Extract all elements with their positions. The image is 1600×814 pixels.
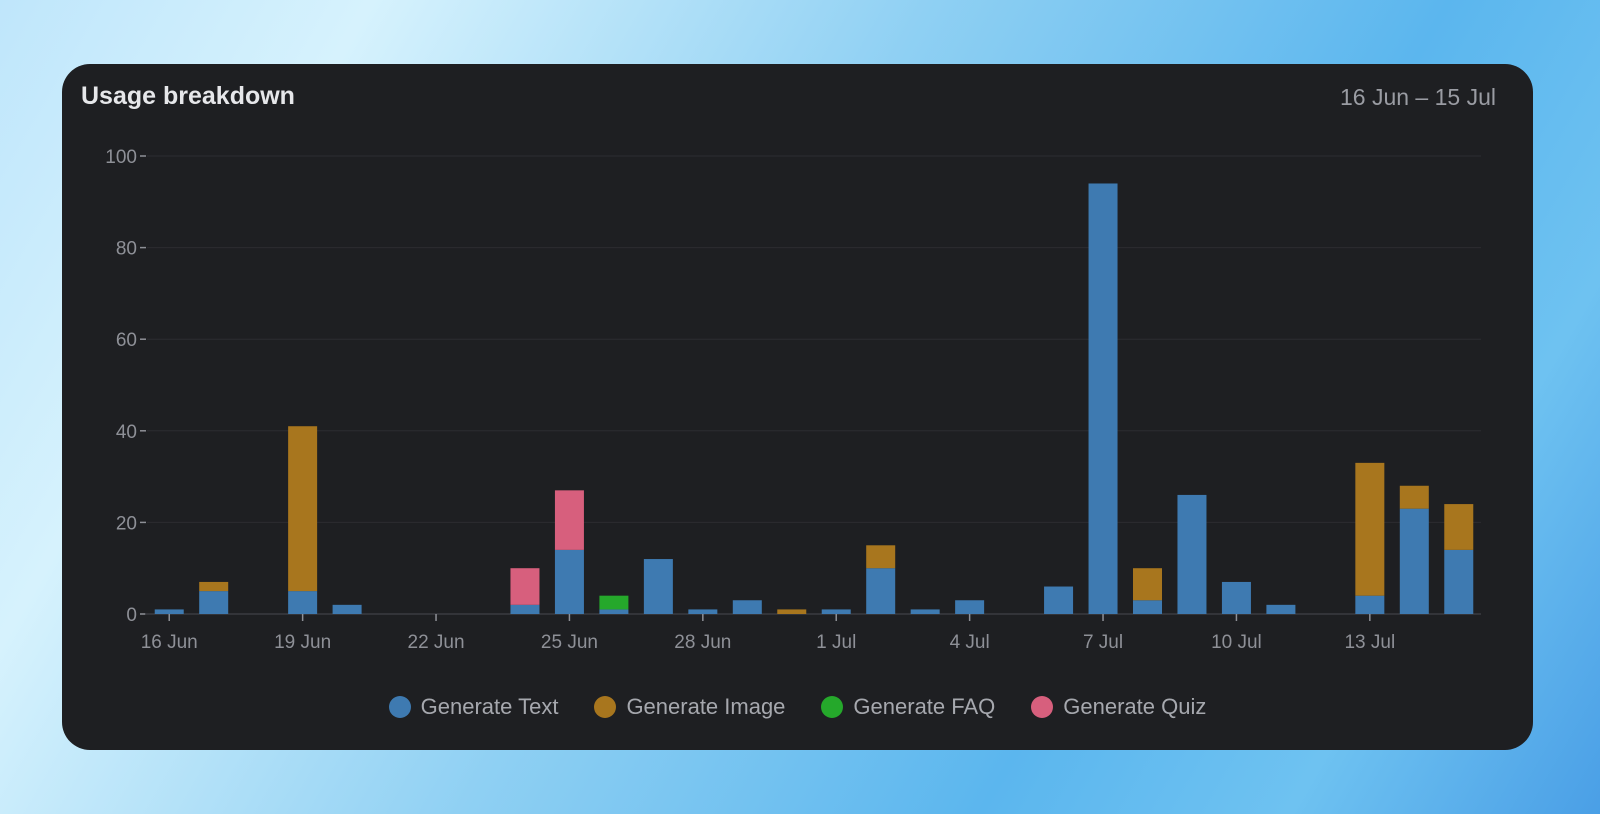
bar-image-22 bbox=[1133, 568, 1162, 601]
x-tick-label: 1 Jul bbox=[816, 632, 856, 653]
legend-label-quiz: Generate Quiz bbox=[1063, 694, 1207, 719]
legend-item-faq[interactable]: Generate FAQ bbox=[821, 694, 995, 720]
bar-text-23 bbox=[1177, 494, 1207, 614]
legend-label-image: Generate Image bbox=[626, 694, 786, 719]
bar-quiz-9 bbox=[554, 490, 584, 550]
bar-text-9 bbox=[554, 549, 584, 614]
legend-swatch-quiz bbox=[1031, 696, 1054, 718]
bar-image-29 bbox=[1444, 504, 1474, 550]
bar-text-24 bbox=[1221, 581, 1251, 614]
bar-text-21 bbox=[1088, 183, 1118, 614]
bar-image-28 bbox=[1399, 485, 1429, 509]
x-tick-label: 7 Jul bbox=[1083, 632, 1123, 653]
legend-item-quiz[interactable]: Generate Quiz bbox=[1031, 694, 1206, 720]
bar-text-27 bbox=[1355, 595, 1385, 614]
x-tick-label: 16 Jun bbox=[141, 632, 198, 653]
bar-text-3 bbox=[288, 591, 318, 614]
bar-text-17 bbox=[910, 609, 940, 614]
bar-text-0 bbox=[154, 609, 184, 614]
x-tick-label: 22 Jun bbox=[408, 632, 465, 653]
legend-swatch-text bbox=[388, 696, 411, 718]
usage-bar-chart: 0 20 40 60 80 100 16 Jun 19 Jun 22 Jun 25 Jun 28 J… bbox=[105, 147, 1481, 653]
bar-text-16 bbox=[866, 568, 896, 614]
bar-text-28 bbox=[1399, 508, 1429, 614]
x-tick-label: 28 Jun bbox=[674, 632, 731, 653]
legend-item-image[interactable]: Generate Image bbox=[594, 694, 785, 720]
date-range[interactable]: 16 Jun – 15 Jul bbox=[1339, 84, 1496, 110]
bar-text-1 bbox=[199, 591, 229, 614]
x-tick-label: 19 Jun bbox=[274, 632, 331, 653]
card-title: Usage breakdown bbox=[81, 82, 295, 110]
y-tick-label-0: 0 bbox=[126, 605, 137, 626]
bar-image-3 bbox=[288, 426, 318, 592]
chart-legend: Generate Text Generate Image Generate FAQ G… bbox=[62, 694, 1533, 720]
bar-text-18 bbox=[955, 600, 985, 614]
usage-card: Usage breakdown 16 Jun – 15 Jul 0 20 40 60 8… bbox=[62, 64, 1533, 750]
legend-swatch-faq bbox=[821, 696, 844, 718]
bar-image-14 bbox=[777, 609, 807, 614]
x-tick-label: 10 Jul bbox=[1211, 632, 1262, 653]
bar-text-13 bbox=[732, 600, 762, 614]
bar-text-4 bbox=[332, 604, 362, 614]
bar-image-1 bbox=[199, 581, 229, 592]
legend-item-text[interactable]: Generate Text bbox=[388, 694, 559, 720]
y-tick-label-20: 20 bbox=[116, 513, 137, 534]
bar-text-29 bbox=[1444, 549, 1474, 614]
bar-text-10 bbox=[599, 609, 629, 614]
x-tick-label: 25 Jun bbox=[541, 632, 598, 653]
bar-text-25 bbox=[1266, 604, 1296, 614]
y-tick-label-80: 80 bbox=[116, 239, 137, 260]
bar-quiz-8 bbox=[510, 568, 540, 605]
y-tick-label-100: 100 bbox=[105, 147, 137, 168]
y-tick-label-60: 60 bbox=[116, 330, 137, 351]
x-tick-label: 4 Jul bbox=[950, 632, 990, 653]
bar-text-11 bbox=[643, 559, 673, 614]
bar-image-27 bbox=[1355, 462, 1385, 596]
bar-image-16 bbox=[866, 545, 896, 569]
bar-text-12 bbox=[688, 609, 718, 614]
bar-text-22 bbox=[1133, 600, 1162, 614]
bar-text-20 bbox=[1044, 586, 1074, 614]
legend-label-faq: Generate FAQ bbox=[853, 694, 996, 719]
legend-swatch-image bbox=[594, 696, 617, 718]
bar-text-15 bbox=[821, 609, 851, 614]
legend-label-text: Generate Text bbox=[420, 694, 559, 719]
x-tick-label: 13 Jul bbox=[1344, 632, 1395, 653]
bar-text-8 bbox=[510, 604, 540, 614]
y-tick-label-40: 40 bbox=[116, 422, 137, 443]
bar-faq-10 bbox=[599, 595, 629, 610]
